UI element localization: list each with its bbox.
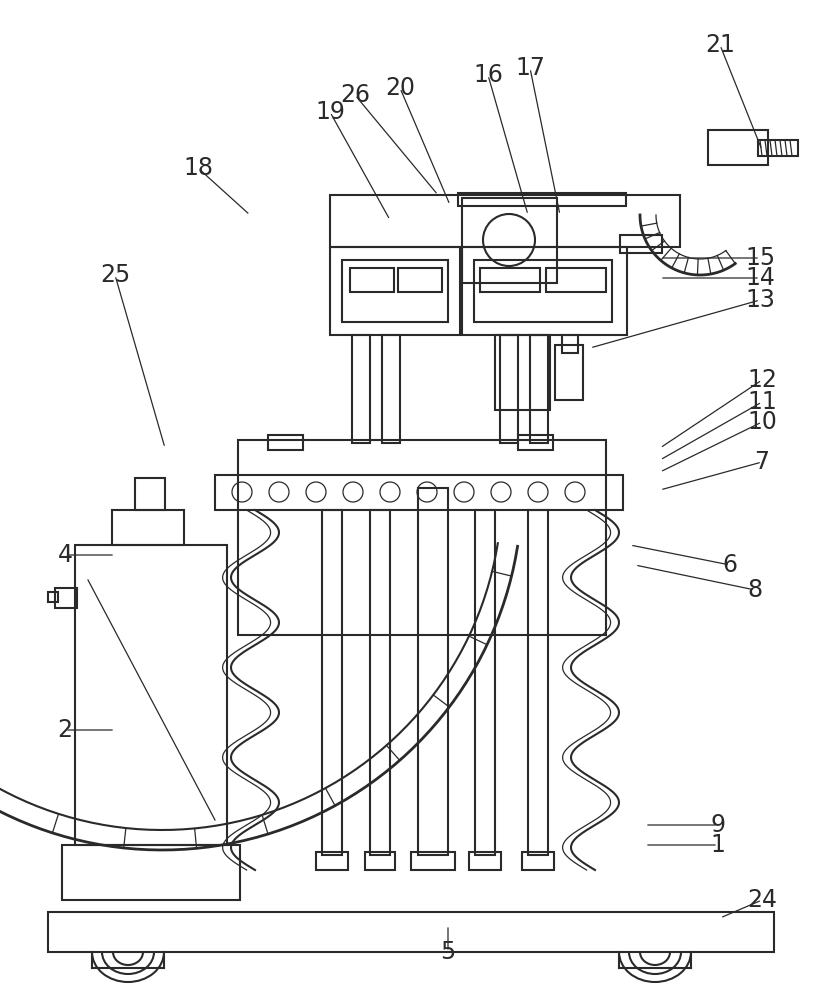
Bar — [530, 335, 548, 443]
Text: 5: 5 — [441, 940, 455, 964]
Bar — [522, 852, 554, 870]
Text: 18: 18 — [183, 156, 213, 180]
Bar — [48, 592, 58, 602]
Bar — [268, 435, 303, 450]
Bar — [370, 510, 390, 855]
Bar — [475, 510, 495, 855]
Bar — [528, 510, 548, 855]
Bar — [758, 140, 798, 156]
Bar — [55, 588, 77, 608]
Bar — [316, 852, 348, 870]
Text: 4: 4 — [58, 543, 72, 567]
Bar — [462, 247, 627, 335]
Text: 14: 14 — [745, 266, 775, 290]
Bar — [620, 235, 662, 253]
Text: 19: 19 — [315, 100, 345, 124]
Text: 20: 20 — [385, 76, 415, 100]
Bar — [75, 545, 227, 845]
Text: 13: 13 — [745, 288, 775, 312]
Bar — [546, 268, 606, 292]
Text: 11: 11 — [747, 390, 777, 414]
Bar — [458, 193, 626, 206]
Bar — [382, 335, 400, 443]
Text: 16: 16 — [473, 63, 503, 87]
Bar — [62, 845, 240, 900]
Text: 12: 12 — [747, 368, 777, 392]
Bar — [500, 335, 518, 443]
Bar — [330, 195, 680, 247]
Bar — [474, 260, 612, 322]
Text: 1: 1 — [710, 833, 726, 857]
Text: 25: 25 — [100, 263, 130, 287]
Bar — [48, 912, 774, 952]
Bar — [135, 478, 165, 510]
Bar — [350, 268, 394, 292]
Bar — [398, 268, 442, 292]
Bar — [469, 852, 501, 870]
Bar — [708, 130, 768, 165]
Text: 21: 21 — [705, 33, 735, 57]
Text: 17: 17 — [515, 56, 545, 80]
Bar — [342, 260, 448, 322]
Bar — [518, 435, 553, 450]
Bar — [495, 335, 550, 410]
Bar — [330, 247, 460, 335]
Text: 24: 24 — [747, 888, 777, 912]
Text: 9: 9 — [710, 813, 726, 837]
Bar — [418, 488, 448, 855]
Bar — [480, 268, 540, 292]
Text: 10: 10 — [747, 410, 777, 434]
Text: 6: 6 — [723, 553, 737, 577]
Text: 26: 26 — [340, 83, 370, 107]
Bar — [352, 335, 370, 443]
Text: 15: 15 — [745, 246, 775, 270]
Bar — [322, 510, 342, 855]
Bar — [555, 345, 583, 400]
Bar — [112, 510, 184, 545]
Bar — [238, 440, 606, 635]
Text: 2: 2 — [58, 718, 72, 742]
Bar — [215, 475, 623, 510]
Bar — [462, 198, 557, 283]
Text: 8: 8 — [747, 578, 763, 602]
Bar — [365, 852, 395, 870]
Bar — [411, 852, 455, 870]
Text: 7: 7 — [755, 450, 769, 474]
Bar — [562, 335, 578, 353]
